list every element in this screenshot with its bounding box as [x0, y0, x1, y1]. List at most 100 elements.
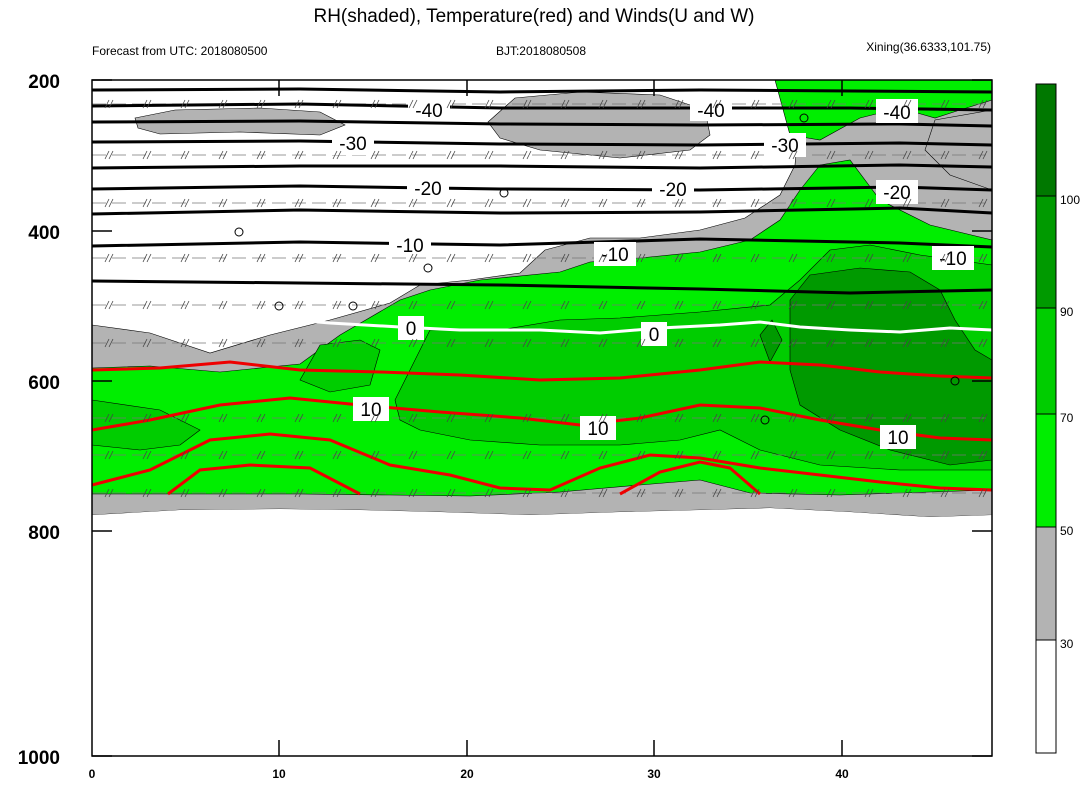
wind-barb-mark [108, 150, 114, 160]
wind-barb-mark [678, 300, 684, 310]
wind-barb-mark [104, 198, 110, 208]
wind-barb-mark [982, 450, 988, 460]
wind-barb-mark [636, 253, 642, 263]
wind-barb-mark [674, 300, 680, 310]
wind-barb-mark [906, 450, 912, 460]
wind-barb-mark [180, 99, 186, 109]
label-box [389, 233, 431, 257]
red-contour-5 [91, 360, 993, 382]
wind-barb-mark [674, 198, 680, 208]
colorbar-label: 30 [1060, 637, 1074, 651]
contour-line-minus40 [91, 102, 993, 112]
wind-barb-mark [218, 413, 224, 423]
wind-barb-mark [712, 150, 718, 160]
wind-barb-mark [978, 253, 984, 263]
wind-barb-mark [940, 150, 946, 160]
wind-barb-mark [902, 413, 908, 423]
wind-barb-mark [484, 413, 490, 423]
wind-barb-mark [146, 413, 152, 423]
wind-barb-mark [488, 488, 494, 498]
wind-barb-mark [598, 450, 604, 460]
wind-barb-mark [294, 253, 300, 263]
label-box [580, 416, 616, 440]
wind-barb-mark [830, 450, 836, 460]
wind-barb-mark [260, 253, 266, 263]
wind-barb-mark [522, 150, 528, 160]
wind-barb-mark [674, 413, 680, 423]
wind-barb-mark [788, 338, 794, 348]
wind-barb-mark [944, 150, 950, 160]
wind-barb-mark [450, 338, 456, 348]
wind-barb-mark [906, 253, 912, 263]
wind-barb-mark [826, 488, 832, 498]
wind-barb-mark [294, 488, 300, 498]
wind-barb-mark [298, 99, 304, 109]
wind-barb-mark [488, 338, 494, 348]
wind-barb-mark [712, 99, 718, 109]
wind-barb-mark [792, 450, 798, 460]
y-tick-label: 1000 [18, 748, 60, 769]
wind-barb-mark [750, 450, 756, 460]
dashed-gridlines [92, 103, 992, 494]
wind-barb-mark [944, 253, 950, 263]
wind-barb-mark [142, 338, 148, 348]
wind-barb-mark [412, 150, 418, 160]
axis-ticks [92, 79, 992, 757]
wind-barb-mark [944, 300, 950, 310]
wind-barb-mark [712, 338, 718, 348]
wind-barb-mark [332, 413, 338, 423]
wind-barb-mark [560, 150, 566, 160]
wind-barb-mark [978, 488, 984, 498]
wind-barb-mark [408, 99, 414, 109]
wind-barb-mark [104, 300, 110, 310]
wind-barb-mark [640, 450, 646, 460]
wind-barb-mark [712, 300, 718, 310]
wind-barb-mark [636, 338, 642, 348]
wind-barb-mark [906, 300, 912, 310]
wind-barb-mark [484, 99, 490, 109]
wind-barb-mark [370, 198, 376, 208]
wind-barb-mark [142, 253, 148, 263]
chart-title: RH(shaded), Temperature(red) and Winds(U… [313, 6, 754, 27]
wind-barb-mark [336, 150, 342, 160]
wind-barb-mark [294, 413, 300, 423]
red-contour-15 [91, 432, 993, 492]
wind-barb-mark [560, 338, 566, 348]
wind-barb-mark [336, 338, 342, 348]
wind-barb-mark [446, 488, 452, 498]
wind-barb-mark [146, 488, 152, 498]
wind-barb-mark [830, 338, 836, 348]
colorbar-swatch-30-50 [1036, 527, 1056, 640]
wind-barb-mark [218, 198, 224, 208]
contour-line-minus30 [91, 139, 993, 147]
label-box [652, 177, 694, 201]
wind-barb-mark [184, 338, 190, 348]
wind-barb-mark [484, 338, 490, 348]
wind-barb-mark [716, 99, 722, 109]
wind-barb-mark [864, 488, 870, 498]
wind-barb-mark [108, 300, 114, 310]
wind-barb-mark [792, 150, 798, 160]
wind-barb-mark [902, 450, 908, 460]
wind-barb-mark [450, 300, 456, 310]
wind-barb-mark [712, 488, 718, 498]
wind-barb-mark [108, 413, 114, 423]
wind-barb-mark [636, 488, 642, 498]
wind-barb-mark [906, 338, 912, 348]
wind-barb-mark [522, 253, 528, 263]
wind-barb-mark [750, 413, 756, 423]
wind-barb-mark [750, 338, 756, 348]
wind-barb-mark [944, 198, 950, 208]
wind-barb-mark [564, 198, 570, 208]
wind-barb-mark [298, 198, 304, 208]
wind-barb-mark [636, 198, 642, 208]
wind-barb-mark [902, 338, 908, 348]
wind-barb-mark [180, 198, 186, 208]
below-ground-mask [92, 508, 992, 756]
wind-barb-mark [222, 99, 228, 109]
wind-barb-mark [180, 488, 186, 498]
wind-barb-mark [488, 413, 494, 423]
wind-barb-mark [488, 253, 494, 263]
wind-barb-mark [332, 338, 338, 348]
wind-barb-mark [906, 198, 912, 208]
